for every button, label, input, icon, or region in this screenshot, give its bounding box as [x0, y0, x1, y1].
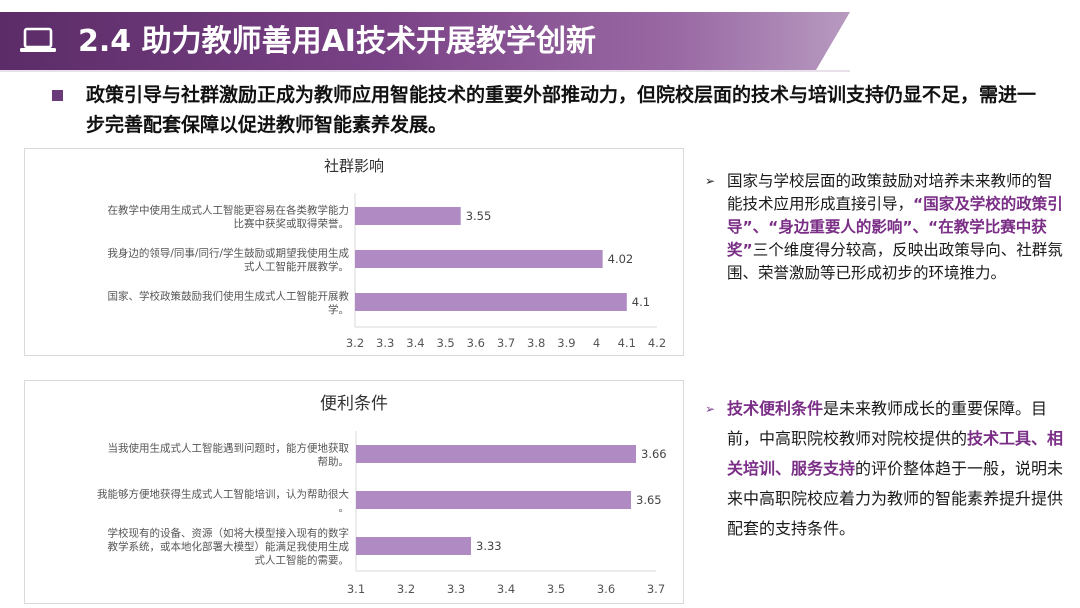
chart-title: 社群影响 — [324, 157, 384, 175]
note-text: 的评价整体趋于一般，说明未来中高职院校应着力为教师的智能素养提升提供配套的支持条… — [727, 459, 1064, 538]
bar-value-label: 3.55 — [466, 209, 492, 223]
chart-facilitating-conditions: 便利条件 3.1 3.2 3.3 3.4 3.5 3.6 3.7 3.66 当我使用生成式人工智能… — [97, 394, 667, 596]
x-tick-label: 3.6 — [597, 582, 615, 596]
category-label: 国家、学校政策鼓励我们使用生成式人工智能开展教 — [108, 289, 350, 302]
bar — [356, 445, 636, 463]
x-tick-label: 3.1 — [347, 582, 365, 596]
category-label: 式人工智能的需要。 — [255, 554, 350, 567]
chart-social-influence: 社群影响 3.2 3.3 3.4 3.5 3.6 3.7 3.8 3.9 4 4.1 4.2 3.55 在… — [107, 157, 666, 350]
category-label: 我身边的领导/同事/同行/学生鼓励或期望我使用生成 — [107, 246, 349, 259]
note-highlight-text: 技术工具、相关培训、服务支持 — [727, 429, 1064, 478]
x-tick-label: 4.2 — [648, 336, 666, 350]
x-tick-label: 3.4 — [497, 582, 515, 596]
x-tick-label: 3.9 — [557, 336, 575, 350]
bar-value-label: 4.02 — [608, 252, 634, 266]
note-highlight-text: 技术便利条件 — [727, 399, 824, 418]
x-tick-label: 4.1 — [618, 336, 636, 350]
category-label: 式人工智能开展教学。 — [244, 260, 349, 273]
note-text: 是未来教师成长的重要保障。目前，中高职院校教师对院校提供的 — [727, 399, 1048, 448]
x-tick-label: 3.3 — [447, 582, 465, 596]
header-rule — [0, 70, 850, 72]
category-label: 帮助。 — [318, 455, 350, 468]
note-highlight-text: “国家及学校的政策引导”、“身边重要人的影响”、“在教学比赛中获奖” — [727, 195, 1063, 259]
header-banner — [0, 12, 850, 70]
x-tick-label: 3.3 — [376, 336, 394, 350]
note-body: 国家与学校层面的政策鼓励对培养未来教师的智能技术应用形成直接引导，“国家及学校的… — [705, 170, 1065, 285]
category-label: 在教学中使用生成式人工智能更容易在各类教学能力 — [108, 203, 350, 216]
bar — [356, 537, 471, 555]
category-label: 学校现有的设备、资源（如将大模型接入现有的数字 — [108, 527, 350, 540]
note-social-influence: ➢ 国家与学校层面的政策鼓励对培养未来教师的智能技术应用形成直接引导，“国家及学… — [705, 170, 1065, 285]
bar — [355, 293, 627, 311]
x-tick-label: 3.8 — [527, 336, 545, 350]
arrow-bullet-icon: ➢ — [705, 174, 716, 188]
note-body: 技术便利条件是未来教师成长的重要保障。目前，中高职院校教师对院校提供的技术工具、… — [705, 394, 1065, 544]
x-tick-label: 3.2 — [346, 336, 364, 350]
intro-bullet — [52, 90, 63, 101]
category-label: 当我使用生成式人工智能遇到问题时，能方便地获取 — [108, 441, 350, 454]
note-facilitating-conditions: ➢ 技术便利条件是未来教师成长的重要保障。目前，中高职院校教师对院校提供的技术工… — [705, 394, 1065, 544]
x-tick-label: 3.4 — [406, 336, 424, 350]
x-tick-label: 3.5 — [436, 336, 454, 350]
page-title: 2.4 助力教师善用AI技术开展教学创新 — [78, 24, 596, 59]
x-tick-label: 3.6 — [467, 336, 485, 350]
intro-text: 政策引导与社群激励正成为教师应用智能技术的重要外部推动力，但院校层面的技术与培训… — [86, 84, 1037, 136]
category-label: 学。 — [328, 303, 349, 316]
laptop-icon — [20, 27, 56, 52]
bar-value-label: 3.33 — [476, 539, 502, 553]
category-label: 。 — [339, 502, 350, 514]
x-tick-label: 3.7 — [497, 336, 515, 350]
x-tick-label: 4 — [593, 336, 600, 350]
chart-panel-social-influence: 社群影响 3.2 3.3 3.4 3.5 3.6 3.7 3.8 3.9 4 4.1 4.2 3.55 在… — [24, 148, 684, 356]
note-text: 三个维度得分较高，反映出政策导向、社群氛围、荣誉激励等已形成初步的环境推力。 — [727, 241, 1063, 282]
bar — [355, 250, 603, 268]
chart-title: 便利条件 — [320, 394, 388, 414]
note-text: 国家与学校层面的政策鼓励对培养未来教师的智能技术应用形成直接引导， — [727, 172, 1053, 213]
x-tick-label: 3.2 — [397, 582, 415, 596]
bar-value-label: 4.1 — [632, 295, 650, 309]
category-label: 比赛中获奖或取得荣誉。 — [234, 217, 350, 230]
bar-value-label: 3.65 — [636, 493, 662, 507]
category-label: 我能够方便地获得生成式人工智能培训，认为帮助很大 — [97, 487, 349, 500]
bar — [355, 207, 461, 225]
x-tick-label: 3.5 — [547, 582, 565, 596]
chart-panel-facilitating-conditions: 便利条件 3.1 3.2 3.3 3.4 3.5 3.6 3.7 3.66 当我使用生成式人工智能… — [24, 380, 684, 604]
bar — [356, 491, 631, 509]
category-label: 教学系统，或本地化部署大模型）能满足我使用生成 — [108, 540, 350, 553]
bar-value-label: 3.66 — [641, 447, 667, 461]
arrow-bullet-icon: ➢ — [705, 402, 716, 416]
x-tick-label: 3.7 — [647, 582, 665, 596]
